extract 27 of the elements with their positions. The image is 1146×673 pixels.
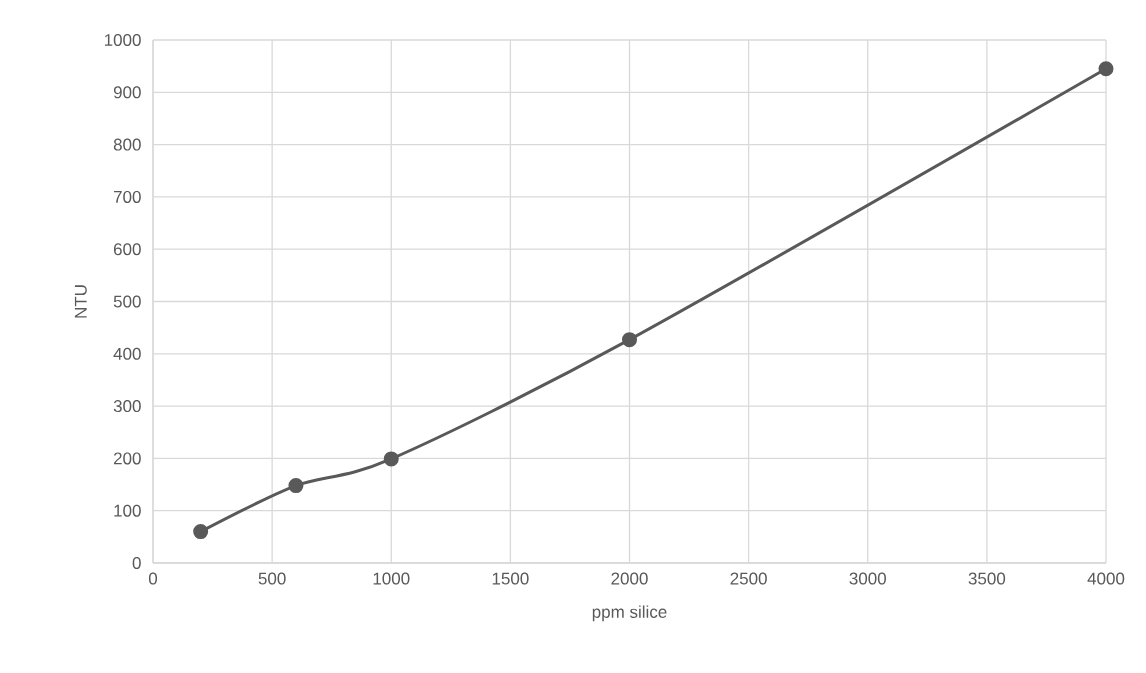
- x-tick-label: 2000: [611, 572, 648, 585]
- y-tick-label: 400: [113, 347, 141, 360]
- x-tick-label: 1500: [492, 572, 529, 585]
- y-tick-label: 1000: [104, 33, 141, 47]
- x-tick-label: 3000: [849, 572, 886, 585]
- x-axis-title: ppm silice: [592, 605, 667, 622]
- y-tick-label: 900: [113, 86, 141, 99]
- point: [383, 451, 399, 467]
- y-tick-label: 800: [113, 138, 141, 151]
- x-tick-label: 1000: [373, 572, 410, 585]
- x-tick-label: 0: [148, 572, 158, 585]
- y-axis-title: NTU: [74, 285, 87, 318]
- x-tick-label: 4000: [1087, 572, 1125, 585]
- point: [622, 332, 638, 348]
- y-tick-label: 700: [113, 190, 141, 203]
- y-tick-label: 0: [132, 556, 141, 570]
- point: [193, 524, 209, 540]
- y-tick-label: 500: [113, 295, 141, 308]
- x-tick-label: 3500: [968, 572, 1006, 585]
- x-tick-label: 500: [258, 572, 286, 585]
- point: [1098, 61, 1114, 77]
- y-tick-label: 300: [113, 400, 141, 413]
- y-tick-label: 600: [113, 243, 141, 256]
- point: [288, 478, 304, 494]
- y-tick-label: 100: [114, 504, 141, 517]
- x-tick-label: 2500: [730, 572, 767, 585]
- y-tick-label: 200: [113, 452, 141, 465]
